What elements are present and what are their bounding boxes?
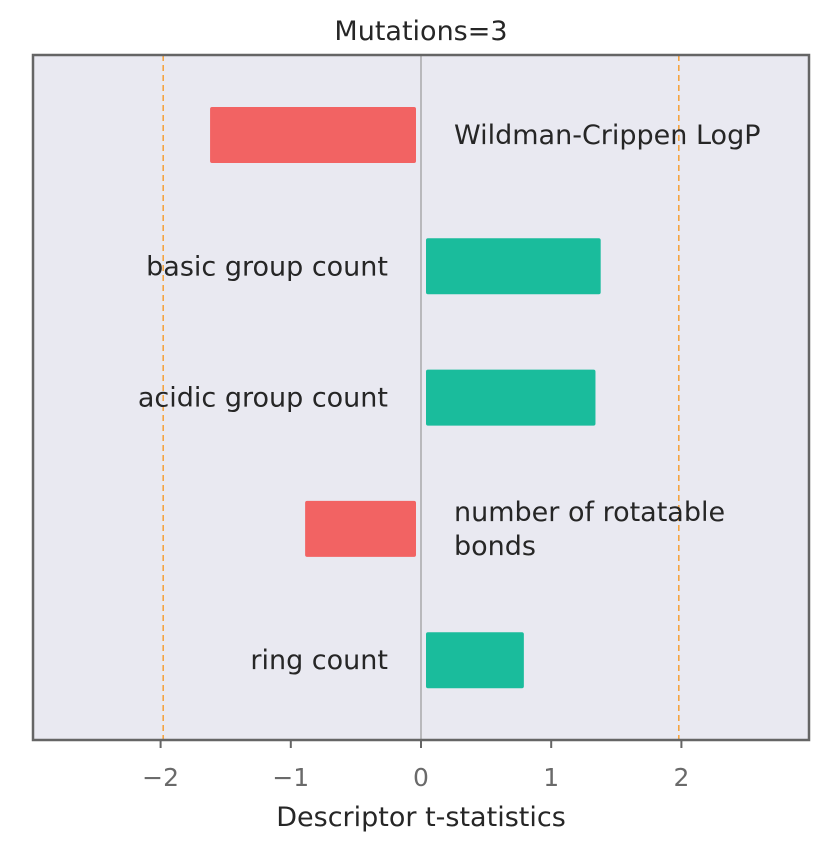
bar-1 [426,238,601,295]
bar-label-4: ring count [250,645,388,676]
bars [210,107,601,689]
bar-label-2: acidic group count [138,383,388,414]
x-tick-label-2: 0 [413,763,429,792]
x-axis-ticks: −2 −1 0 1 2 [142,740,689,792]
x-tick-label-4: 2 [673,763,689,792]
x-tick-label-1: −1 [272,763,309,792]
bar-label-3-line-0: number of rotatable [454,497,725,528]
chart-title: Mutations=3 [334,16,507,47]
bar-2 [426,369,596,426]
x-tick-label-0: −2 [142,763,179,792]
bar-label-1: basic group count [146,251,388,282]
x-axis-label: Descriptor t-statistics [276,802,566,833]
bar-3 [305,500,416,557]
bar-4 [426,632,524,689]
x-tick-label-3: 1 [543,763,559,792]
bar-labels: Wildman-Crippen LogP basic group count aci… [138,120,761,676]
bar-0 [210,107,416,163]
bar-label-0: Wildman-Crippen LogP [454,120,761,151]
bar-label-3-line-1: bonds [454,531,536,562]
reference-lines [162,55,680,740]
